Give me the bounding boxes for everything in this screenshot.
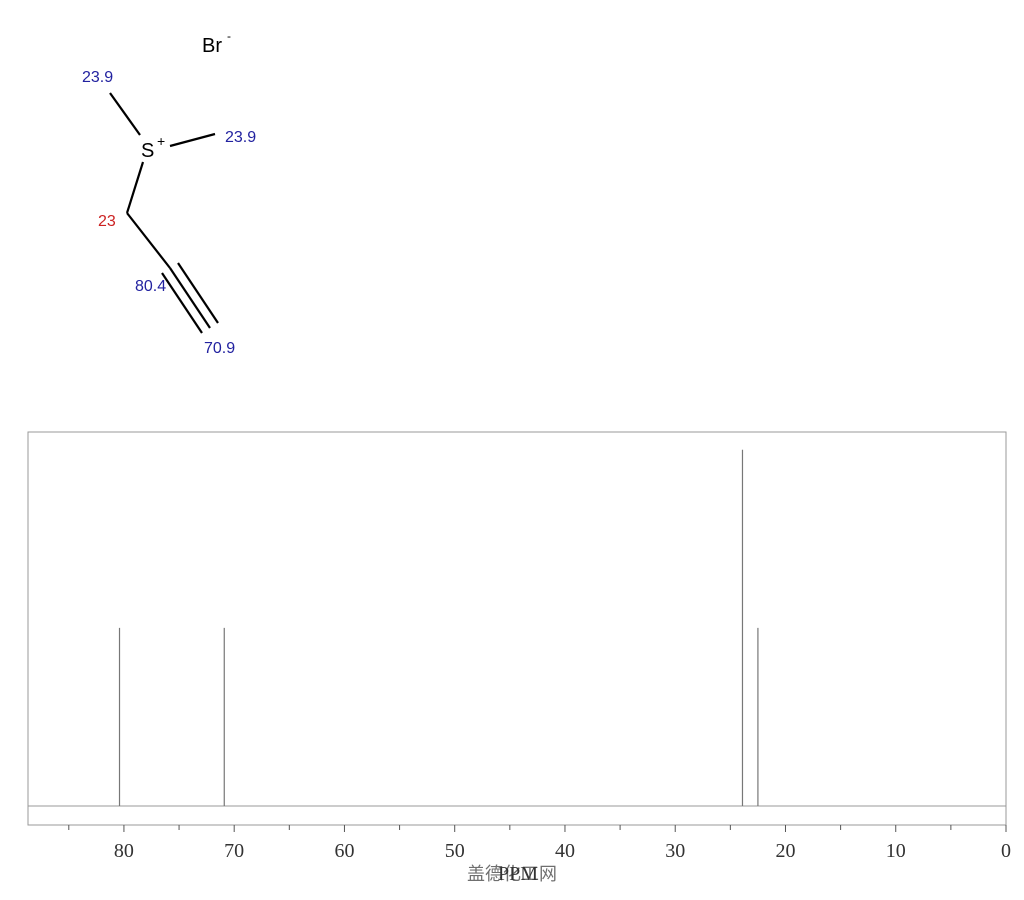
bond: [125, 161, 145, 214]
plot-frame: [27, 431, 1007, 826]
atom-symbol: S: [141, 140, 154, 162]
x-tick-label: 0: [1001, 840, 1011, 862]
shift-label: 70.9: [204, 340, 235, 357]
x-tick-label: 70: [224, 840, 244, 862]
shift-label: 23: [98, 213, 116, 230]
x-tick-label: 20: [775, 840, 795, 862]
x-tick-label: 10: [886, 840, 906, 862]
bond: [126, 212, 171, 269]
ion-charge: -: [227, 29, 231, 43]
x-tick-label: 50: [445, 840, 465, 862]
x-tick-label: 80: [114, 840, 134, 862]
x-tick-label: 30: [665, 840, 685, 862]
bond: [169, 132, 216, 148]
shift-label: 23.9: [225, 129, 256, 146]
bond: [109, 92, 141, 136]
x-tick-label: 60: [334, 840, 354, 862]
x-tick-label: 40: [555, 840, 575, 862]
bond: [177, 262, 219, 324]
x-axis-label: PPM: [498, 863, 538, 885]
atom-charge: +: [157, 133, 165, 149]
bond: [169, 267, 211, 329]
shift-label: 23.9: [82, 69, 113, 86]
shift-label: 80.4: [135, 278, 166, 295]
molecule: Br - S +: [109, 29, 231, 334]
watermark: 盖德化工网: [467, 864, 557, 884]
bond: [161, 272, 203, 334]
ion-symbol: Br: [202, 35, 222, 57]
